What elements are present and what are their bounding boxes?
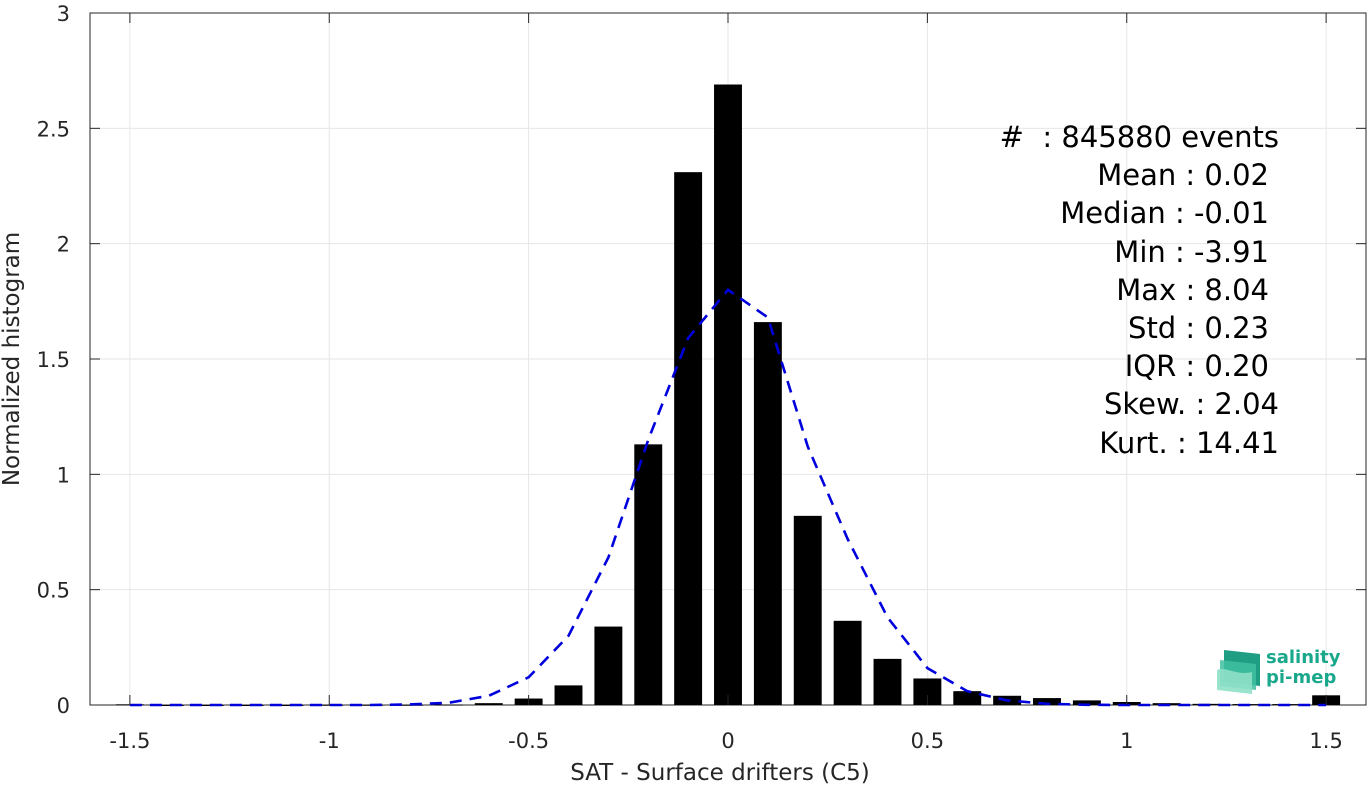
histogram-bar xyxy=(195,705,224,706)
logo-line2: pi-mep xyxy=(1266,667,1337,688)
histogram-bar xyxy=(315,704,344,706)
statistics-box: # : 845880 events Mean : 0.02 Median : -… xyxy=(1000,118,1279,462)
x-axis-label: SAT - Surface drifters (C5) xyxy=(570,760,870,785)
histogram-bar xyxy=(474,703,503,705)
stat-kurt: Kurt. : 14.41 xyxy=(1099,425,1279,460)
logo-line1: salinity xyxy=(1266,647,1341,668)
histogram-bar xyxy=(594,626,623,705)
stat-mean: Mean : 0.02 xyxy=(1097,158,1269,193)
stat-min: Min : -3.91 xyxy=(1114,234,1269,269)
x-tick-label: -1 xyxy=(319,729,340,753)
x-tick-label: 1 xyxy=(1120,729,1133,753)
y-tick-label: 2.5 xyxy=(37,117,70,141)
y-tick-label: 1.5 xyxy=(37,348,70,372)
x-tick-labels: -1.5 -1 -0.5 0 0.5 1 1.5 xyxy=(109,729,1342,753)
histogram-bar xyxy=(395,704,423,706)
histogram-bar xyxy=(355,704,384,706)
x-tick-label: 0 xyxy=(721,729,734,753)
logo-text: salinity pi-mep xyxy=(1266,648,1341,688)
axis-ticks xyxy=(90,12,1366,706)
stat-max: Max : 8.04 xyxy=(1116,272,1269,307)
histogram-bar xyxy=(1033,698,1061,705)
x-tick-label: -0.5 xyxy=(508,729,549,753)
y-tick-label: 0 xyxy=(57,694,70,718)
histogram-bar xyxy=(753,322,782,705)
y-tick-label: 3 xyxy=(57,2,70,26)
stat-std: Std : 0.23 xyxy=(1128,311,1269,346)
histogram-bar xyxy=(953,691,982,705)
histogram-bar xyxy=(714,84,742,706)
histogram-bar xyxy=(155,705,184,706)
y-tick-label: 1 xyxy=(57,463,70,487)
y-tick-labels: 0 0.5 1 1.5 2 2.5 3 xyxy=(37,2,70,718)
stat-skew: Skew. : 2.04 xyxy=(1103,387,1279,422)
y-tick-label: 2 xyxy=(57,233,70,257)
y-tick-label: 0.5 xyxy=(37,579,70,603)
histogram-bar xyxy=(793,515,822,705)
stat-iqr: IQR : 0.20 xyxy=(1124,349,1269,384)
logo-wave-icon xyxy=(1217,650,1260,694)
x-tick-label: 0.5 xyxy=(911,729,944,753)
histogram-bars xyxy=(115,84,1341,706)
x-tick-label: 1.5 xyxy=(1309,729,1342,753)
histogram-bar xyxy=(434,704,463,706)
stat-median: Median : -0.01 xyxy=(1060,196,1269,231)
x-tick-label: -1.5 xyxy=(109,729,150,753)
histogram-bar xyxy=(275,705,304,706)
histogram-bar xyxy=(554,685,583,705)
histogram-bar xyxy=(1072,700,1101,705)
histogram-bar xyxy=(235,705,264,706)
y-axis-label: Normalized histogram xyxy=(0,232,25,486)
histogram-bar xyxy=(634,444,663,705)
histogram-bar xyxy=(833,620,862,705)
histogram-bar xyxy=(674,172,703,705)
stat-count: # : 845880 events xyxy=(999,120,1279,154)
histogram-bar xyxy=(873,658,902,705)
salinity-pimep-logo: salinity pi-mep xyxy=(1216,646,1346,696)
